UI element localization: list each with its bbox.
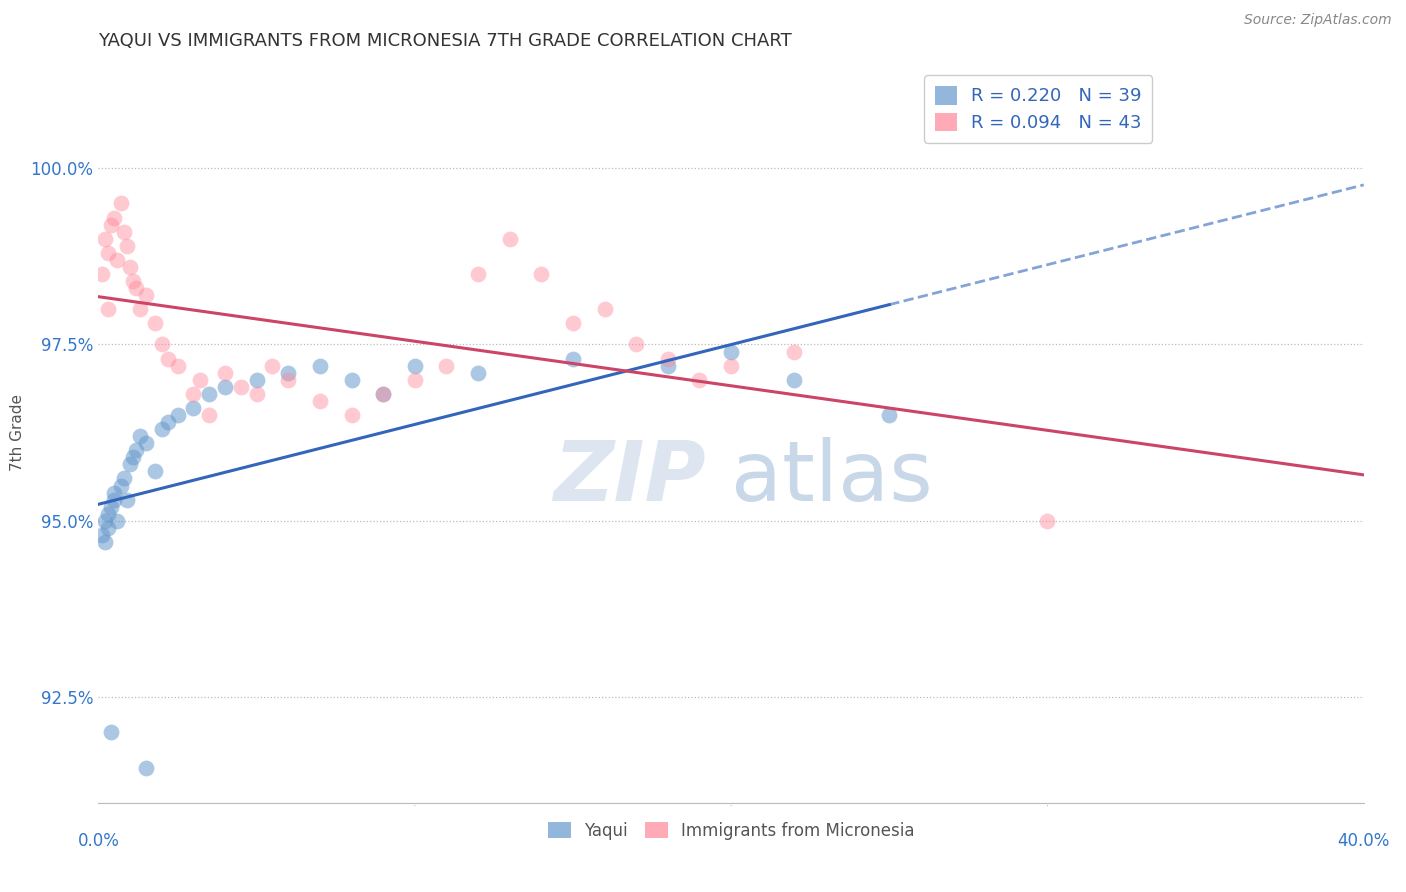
Point xyxy=(467,267,489,281)
Point xyxy=(150,422,173,436)
Text: 0.0%: 0.0% xyxy=(77,832,120,850)
Point xyxy=(107,252,129,267)
Point xyxy=(97,245,120,260)
Point xyxy=(371,387,394,401)
Point xyxy=(404,359,426,373)
Point xyxy=(262,359,284,373)
Point xyxy=(157,351,180,366)
Point xyxy=(277,373,299,387)
Text: atlas: atlas xyxy=(731,436,932,517)
Point xyxy=(110,478,132,492)
Point xyxy=(128,429,150,443)
Point xyxy=(110,196,132,211)
Point xyxy=(120,458,141,472)
Point xyxy=(183,401,205,415)
Point xyxy=(198,387,221,401)
Point xyxy=(120,260,141,274)
Point xyxy=(229,380,252,394)
Point xyxy=(103,485,125,500)
Point xyxy=(97,507,120,521)
Point xyxy=(93,535,117,549)
Point xyxy=(107,514,129,528)
Point xyxy=(90,528,112,542)
Point xyxy=(720,344,742,359)
Point xyxy=(530,267,553,281)
Point xyxy=(122,274,145,288)
Point xyxy=(783,373,806,387)
Legend: Yaqui, Immigrants from Micronesia: Yaqui, Immigrants from Micronesia xyxy=(541,815,921,847)
Point xyxy=(277,366,299,380)
Point xyxy=(150,831,173,846)
Point xyxy=(112,471,135,485)
Point xyxy=(246,387,269,401)
Point xyxy=(688,373,710,387)
Text: Source: ZipAtlas.com: Source: ZipAtlas.com xyxy=(1244,13,1392,28)
Point xyxy=(371,387,394,401)
Point xyxy=(100,500,122,514)
Point xyxy=(128,302,150,317)
Text: 40.0%: 40.0% xyxy=(1337,832,1391,850)
Point xyxy=(93,514,117,528)
Point xyxy=(135,760,157,774)
Point xyxy=(561,351,585,366)
Point xyxy=(404,373,426,387)
Point xyxy=(112,225,135,239)
Point xyxy=(657,351,679,366)
Point xyxy=(150,337,173,351)
Point xyxy=(145,464,166,478)
Text: ZIP: ZIP xyxy=(553,436,706,517)
Point xyxy=(436,359,458,373)
Point xyxy=(593,302,616,317)
Point xyxy=(214,366,236,380)
Point xyxy=(214,380,236,394)
Point xyxy=(135,436,157,450)
Point xyxy=(93,232,117,246)
Point xyxy=(157,415,180,429)
Point xyxy=(166,408,188,422)
Y-axis label: 7th Grade: 7th Grade xyxy=(10,394,25,471)
Point xyxy=(115,239,138,253)
Point xyxy=(100,218,122,232)
Point xyxy=(103,211,125,225)
Point xyxy=(499,232,522,246)
Point xyxy=(198,408,221,422)
Point xyxy=(90,267,112,281)
Point xyxy=(309,393,332,408)
Text: YAQUI VS IMMIGRANTS FROM MICRONESIA 7TH GRADE CORRELATION CHART: YAQUI VS IMMIGRANTS FROM MICRONESIA 7TH … xyxy=(98,32,792,50)
Point xyxy=(125,281,148,295)
Point xyxy=(145,316,166,330)
Point xyxy=(657,359,679,373)
Point xyxy=(720,359,742,373)
Point xyxy=(467,366,489,380)
Point xyxy=(115,492,138,507)
Point xyxy=(188,373,211,387)
Point xyxy=(246,373,269,387)
Point xyxy=(340,373,363,387)
Point xyxy=(97,521,120,535)
Point xyxy=(340,408,363,422)
Point xyxy=(183,387,205,401)
Point xyxy=(1036,514,1059,528)
Point xyxy=(122,450,145,465)
Point xyxy=(561,316,585,330)
Point xyxy=(783,344,806,359)
Point xyxy=(103,492,125,507)
Point xyxy=(309,359,332,373)
Point xyxy=(97,302,120,317)
Point xyxy=(100,725,122,739)
Point xyxy=(877,408,901,422)
Point xyxy=(166,359,188,373)
Point xyxy=(135,288,157,302)
Point xyxy=(125,443,148,458)
Point xyxy=(624,337,647,351)
